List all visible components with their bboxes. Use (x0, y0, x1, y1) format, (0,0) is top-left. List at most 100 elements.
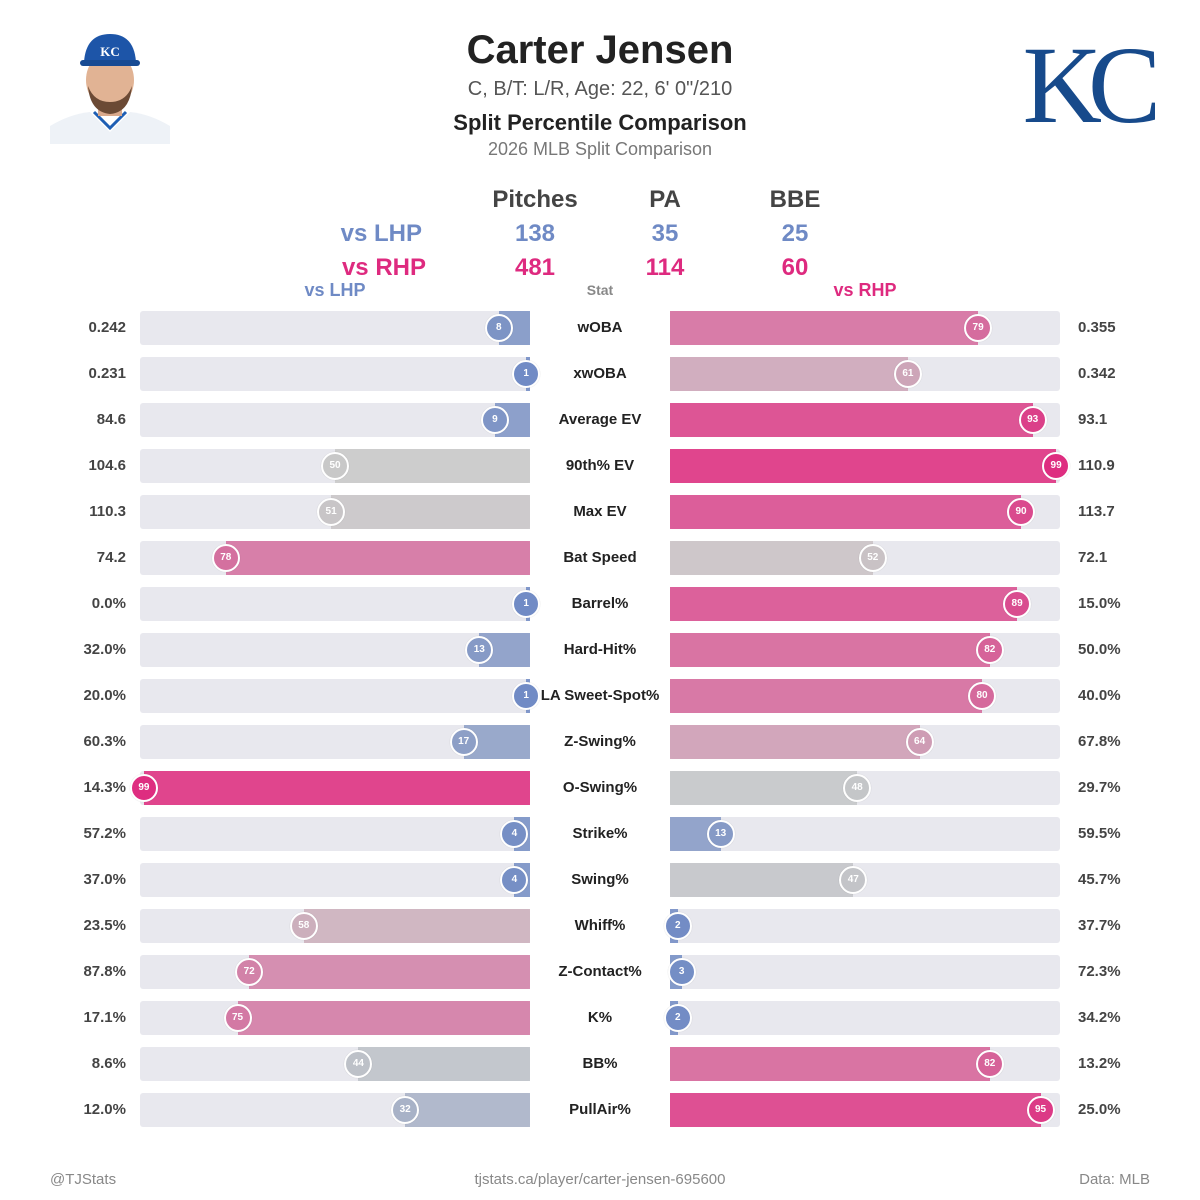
rhp-bar-track: 64 (670, 725, 1060, 759)
rhp-value: 0.342 (1078, 365, 1116, 382)
lhp-percentile-badge: 8 (484, 314, 513, 342)
stat-label: xwOBA (573, 365, 627, 382)
rhp-percentile-badge: 95 (1026, 1096, 1055, 1124)
lhp-percentile-badge: 1 (512, 590, 541, 618)
summary-rhp-bbe: 60 (781, 254, 809, 281)
lhp-value: 8.6% (91, 1055, 126, 1072)
rhp-percentile-badge: 93 (1018, 406, 1047, 434)
stat-label: Strike% (572, 825, 628, 842)
lhp-percentile-badge: 99 (129, 774, 158, 802)
lhp-percentile-badge: 9 (480, 406, 509, 434)
lhp-bar-track: 72 (140, 955, 530, 989)
lhp-bar (303, 909, 530, 943)
rhp-value: 67.8% (1078, 733, 1121, 750)
rhp-bar (670, 541, 873, 575)
rhp-percentile-badge: 3 (667, 958, 696, 986)
summary-header-pa: PA (649, 186, 681, 213)
rhp-percentile-badge: 80 (968, 682, 996, 710)
rhp-bar (670, 863, 854, 897)
lhp-bar-track: 1 (140, 357, 541, 391)
stat-label: Barrel% (571, 595, 629, 612)
lhp-percentile-badge: 50 (321, 452, 349, 480)
lhp-value: 12.0% (83, 1101, 126, 1118)
lhp-bar (331, 495, 530, 529)
rhp-value: 0.355 (1078, 319, 1116, 336)
footer-credit: @TJStats (50, 1171, 117, 1188)
stat-label: 90th% EV (565, 457, 635, 474)
stat-label: Whiff% (574, 917, 626, 934)
rhp-bar-track: 82 (670, 1047, 1060, 1081)
team-logo: KC (1023, 22, 1170, 146)
lhp-value: 14.3% (83, 779, 126, 796)
summary-rhp-label: vs RHP (341, 254, 426, 281)
rhp-percentile-badge: 61 (893, 360, 922, 388)
rhp-bar-track: 80 (670, 679, 1060, 713)
lhp-bar-track: 17 (140, 725, 530, 759)
rhp-bar-track: 52 (670, 541, 1060, 575)
lhp-percentile-badge: 44 (344, 1050, 373, 1078)
lhp-value: 37.0% (83, 871, 126, 888)
rhp-value: 72.1 (1078, 549, 1108, 566)
lhp-percentile-badge: 58 (289, 912, 318, 940)
lhp-percentile-badge: 17 (449, 728, 478, 756)
rhp-bar-track: 93 (670, 403, 1060, 437)
rhp-percentile-badge: 82 (975, 1050, 1004, 1078)
rhp-bar-track: 90 (670, 495, 1060, 529)
lhp-value: 23.5% (83, 917, 126, 934)
rhp-bar-track: 99 (670, 449, 1071, 483)
stat-label: K% (587, 1009, 613, 1026)
rhp-percentile-badge: 48 (843, 774, 872, 802)
stat-label: Z-Contact% (558, 963, 642, 980)
lhp-bar-track: 78 (140, 541, 530, 575)
column-header-lhp: vs LHP (304, 280, 366, 300)
column-header-rhp: vs RHP (833, 280, 897, 300)
rhp-value: 72.3% (1078, 963, 1121, 980)
lhp-percentile-badge: 1 (512, 360, 541, 388)
rhp-value: 93.1 (1078, 411, 1108, 428)
lhp-value: 84.6 (96, 411, 126, 428)
lhp-value: 0.0% (91, 595, 126, 612)
rhp-percentile-badge: 13 (706, 820, 735, 848)
rhp-bar (670, 725, 920, 759)
rhp-percentile-badge: 47 (839, 866, 868, 894)
summary-lhp-pitches: 138 (514, 220, 556, 247)
footer-url: tjstats.ca/player/carter-jensen-695600 (474, 1171, 726, 1188)
rhp-value: 25.0% (1078, 1101, 1121, 1118)
lhp-value: 17.1% (83, 1009, 126, 1026)
rhp-percentile-badge: 89 (1003, 590, 1032, 618)
rhp-percentile-badge: 99 (1042, 452, 1071, 480)
lhp-percentile-badge: 32 (391, 1096, 420, 1124)
rhp-bar-track: 48 (670, 771, 1060, 805)
rhp-value: 34.2% (1078, 1009, 1121, 1026)
lhp-bar-track: 51 (140, 495, 530, 529)
lhp-percentile-badge: 4 (500, 866, 529, 894)
lhp-bar-track: 75 (140, 1001, 530, 1035)
rhp-value: 15.0% (1078, 595, 1121, 612)
lhp-bar-track: 58 (140, 909, 530, 943)
rhp-value: 13.2% (1078, 1055, 1121, 1072)
lhp-bar (225, 541, 530, 575)
rhp-bar (670, 587, 1018, 621)
lhp-bar (237, 1001, 530, 1035)
player-name: Carter Jensen (466, 28, 734, 72)
rhp-bar-track: 79 (670, 311, 1060, 345)
lhp-bar (143, 771, 530, 805)
chart-title: Split Percentile Comparison (453, 110, 747, 135)
lhp-percentile-badge: 72 (235, 958, 264, 986)
lhp-value: 32.0% (83, 641, 126, 658)
rhp-percentile-badge: 2 (663, 912, 692, 940)
rhp-bar-track: 89 (670, 587, 1060, 621)
rhp-bar (670, 357, 908, 391)
rhp-value: 45.7% (1078, 871, 1121, 888)
rhp-bar-track: 47 (670, 863, 1060, 897)
lhp-value: 87.8% (83, 963, 126, 980)
lhp-bar-track: 4 (140, 863, 530, 897)
stat-label: PullAir% (569, 1101, 631, 1118)
svg-text:KC: KC (100, 44, 120, 59)
rhp-bar (670, 403, 1033, 437)
rhp-bar (670, 449, 1057, 483)
lhp-value: 110.3 (89, 503, 126, 520)
lhp-percentile-badge: 78 (211, 544, 240, 572)
rhp-bar (670, 495, 1021, 529)
lhp-value: 74.2 (96, 549, 126, 566)
